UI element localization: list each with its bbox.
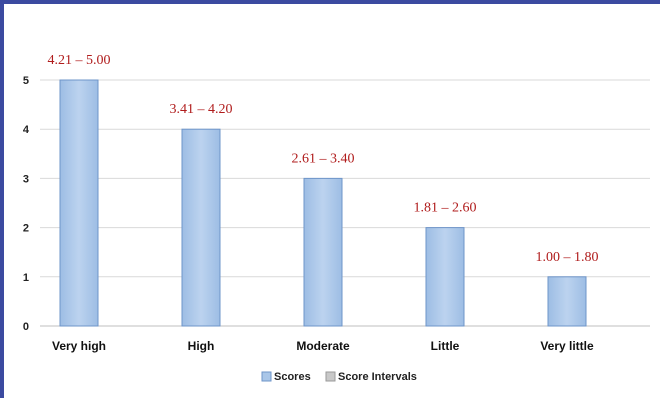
y-tick-label: 4 [23,124,30,136]
x-axis-categories: Very high High Moderate Little Very little [52,339,594,353]
y-tick-label: 1 [23,272,29,284]
x-category-label: Little [431,339,460,353]
bar-scores [547,276,587,327]
legend: Scores Score Intervals [261,371,417,383]
data-label: 1.81 – 2.60 [414,201,477,216]
data-label: 3.41 – 4.20 [170,102,233,117]
legend-swatch [325,371,336,382]
data-labels: 4.21 – 5.00 3.41 – 4.20 2.61 – 3.40 1.81 – … [48,53,599,265]
bars [59,79,587,327]
y-tick-label: 2 [23,223,29,235]
bar-scores [425,227,465,327]
data-label: 1.00 – 1.80 [536,250,599,265]
x-category-label: Very little [540,339,594,353]
x-category-label: Very high [52,339,106,353]
legend-label: Score Intervals [338,371,417,383]
bar-scores [181,128,221,327]
y-tick-label: 5 [23,75,29,87]
bar-scores [303,177,343,327]
y-axis-ticks: 0 1 2 3 4 5 [23,75,30,333]
legend-swatch [261,371,272,382]
y-tick-label: 3 [23,173,29,185]
x-category-label: High [188,339,215,353]
legend-label: Scores [274,371,311,383]
x-category-label: Moderate [296,339,350,353]
bar-scores [59,79,99,327]
y-tick-label: 0 [23,321,29,333]
data-label: 2.61 – 3.40 [292,151,355,166]
data-label: 4.21 – 5.00 [48,53,111,68]
